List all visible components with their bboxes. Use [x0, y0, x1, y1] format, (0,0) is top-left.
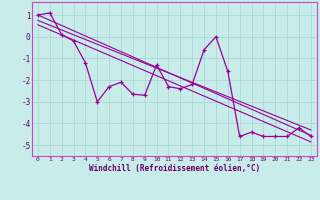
X-axis label: Windchill (Refroidissement éolien,°C): Windchill (Refroidissement éolien,°C)	[89, 164, 260, 173]
